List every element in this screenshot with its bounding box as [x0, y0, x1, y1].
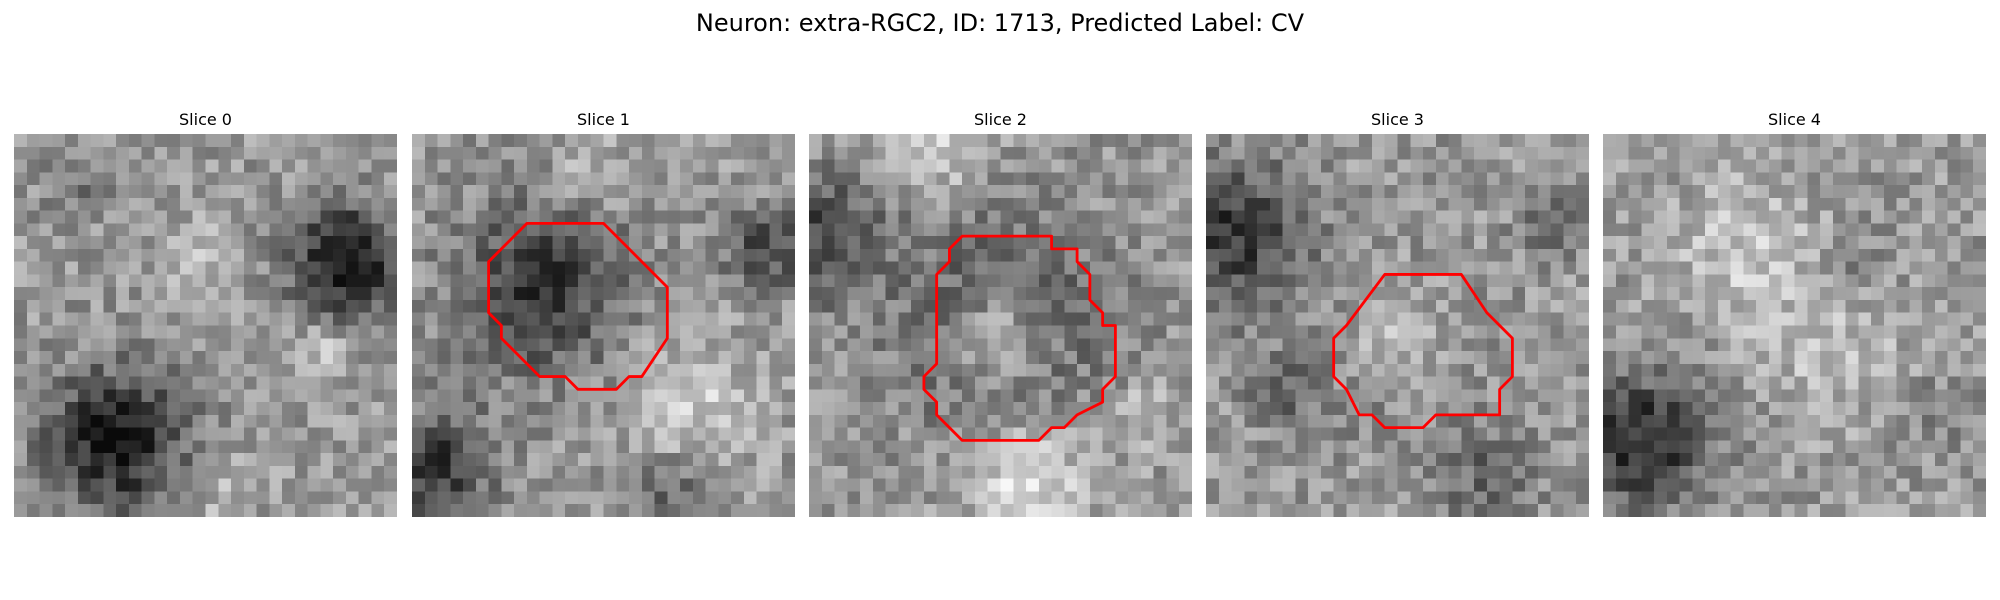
pixel-grid	[1603, 134, 1986, 517]
segmentation-contour	[922, 234, 1117, 442]
slice-panel-0: Slice 0	[14, 108, 397, 518]
slice-panel-3: Slice 3	[1206, 108, 1589, 518]
slice-image-3	[1206, 134, 1589, 517]
pixel-grid	[1206, 134, 1589, 517]
slice-image-0	[14, 134, 397, 517]
slice-panel-4: Slice 4	[1603, 108, 1986, 518]
slice-panel-2: Slice 2	[809, 108, 1192, 518]
pixel-grid	[14, 134, 397, 517]
slice-title-2: Slice 2	[974, 110, 1027, 129]
figure-title: Neuron: extra-RGC2, ID: 1713, Predicted …	[695, 9, 1305, 37]
slice-image-2	[809, 134, 1192, 517]
slice-panel-1: Slice 1	[412, 108, 795, 518]
slice-image-1	[412, 134, 795, 517]
slice-title-0: Slice 0	[179, 110, 232, 129]
pixel-grid	[412, 134, 795, 517]
slice-title-3: Slice 3	[1371, 110, 1424, 129]
pixel-grid	[809, 134, 1192, 517]
segmentation-contour	[1332, 273, 1514, 430]
slice-image-4	[1603, 134, 1986, 517]
slice-title-4: Slice 4	[1768, 110, 1821, 129]
slice-title-1: Slice 1	[577, 110, 630, 129]
segmentation-contour	[487, 221, 669, 391]
